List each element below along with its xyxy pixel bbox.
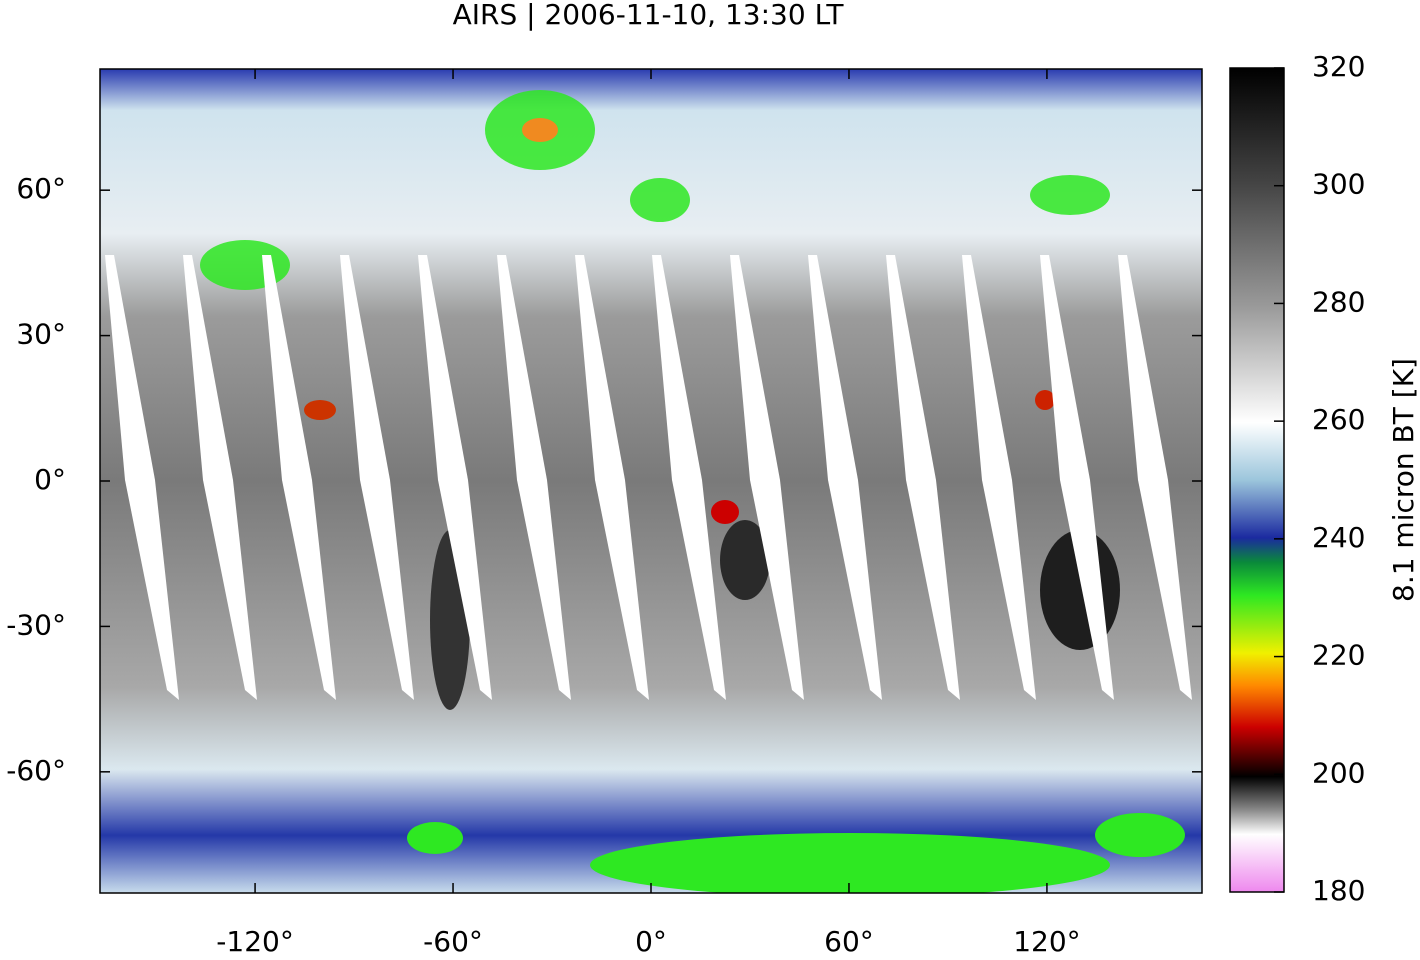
chart-title: AIRS | 2006-11-10, 13:30 LT xyxy=(453,0,845,31)
colorbar-tick-label: 280 xyxy=(1312,285,1365,318)
orbit-gap xyxy=(652,255,726,700)
colorbar-label: 8.1 micron BT [K] xyxy=(1387,358,1420,602)
orbit-gap xyxy=(340,255,414,700)
colorbar-tick-label: 320 xyxy=(1312,50,1365,83)
colorbar-tick-label: 220 xyxy=(1312,639,1365,672)
orbit-gap xyxy=(105,255,179,700)
x-tick-label: 120° xyxy=(1013,925,1080,956)
x-tick-label: 60° xyxy=(824,925,874,956)
x-tick-label: -120° xyxy=(216,925,294,956)
y-tick-label: 30° xyxy=(16,318,66,351)
orbit-gap xyxy=(497,255,571,700)
orbit-gap xyxy=(1118,255,1192,700)
y-tick-label: -30° xyxy=(6,608,66,641)
x-tick-label: -60° xyxy=(423,925,483,956)
orbit-gap xyxy=(962,255,1036,700)
orbit-gap xyxy=(418,255,492,700)
orbit-gap xyxy=(183,255,257,700)
colorbar-tick-label: 300 xyxy=(1312,168,1365,201)
y-tick-label: 60° xyxy=(16,172,66,205)
orbit-gap xyxy=(886,255,960,700)
colorbar-tick-label: 180 xyxy=(1312,874,1365,907)
orbit-gap xyxy=(262,255,336,700)
orbit-gap xyxy=(575,255,649,700)
orbit-gap xyxy=(1040,255,1114,700)
colorbar-tick-label: 260 xyxy=(1312,403,1365,436)
colorbar-tick-label: 200 xyxy=(1312,756,1365,789)
orbit-gap xyxy=(808,255,882,700)
colorbar-tick-label: 240 xyxy=(1312,521,1365,554)
x-tick-label: 0° xyxy=(635,925,667,956)
y-tick-label: 0° xyxy=(34,463,66,496)
orbit-gap xyxy=(730,255,804,700)
colorbar xyxy=(1229,67,1285,893)
map-image xyxy=(100,69,1202,893)
y-tick-label: -60° xyxy=(6,754,66,787)
